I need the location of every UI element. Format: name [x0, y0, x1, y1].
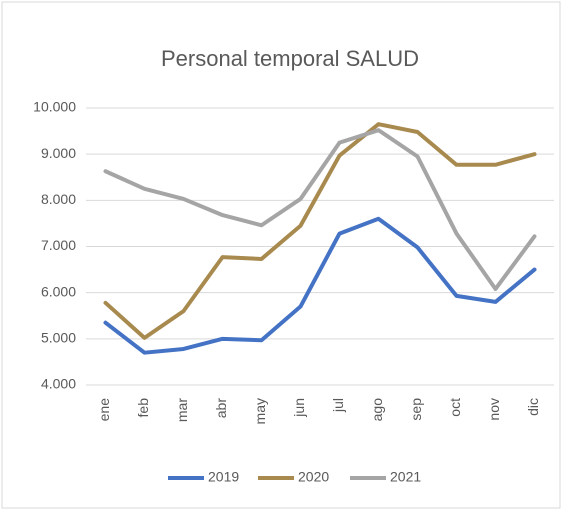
x-tick-label: dic [525, 398, 541, 416]
x-tick-label: nov [486, 398, 502, 421]
x-tick-label: mar [174, 398, 190, 422]
x-tick-label: ene [96, 398, 112, 422]
y-tick-label: 9.000 [41, 145, 76, 161]
x-tick-label: oct [447, 398, 463, 417]
x-tick-label: may [252, 398, 268, 424]
x-tick-label: jul [330, 398, 346, 413]
y-tick-label: 10.000 [33, 99, 76, 115]
y-tick-label: 6.000 [41, 283, 76, 299]
legend-label: 2019 [208, 469, 239, 485]
y-tick-label: 7.000 [41, 237, 76, 253]
chart-title: Personal temporal SALUD [161, 46, 419, 71]
y-tick-label: 4.000 [41, 376, 76, 392]
series-line [103, 216, 537, 355]
x-tick-label: abr [213, 398, 229, 419]
series-line [103, 122, 537, 340]
series-line [103, 128, 537, 291]
y-tick-label: 8.000 [41, 191, 76, 207]
x-tick-label: ago [369, 398, 385, 422]
x-tick-label: feb [135, 398, 151, 418]
y-tick-label: 5.000 [41, 330, 76, 346]
legend-label: 2021 [390, 469, 421, 485]
x-tick-label: sep [408, 398, 424, 421]
x-tick-label: jun [291, 398, 307, 418]
legend-label: 2020 [298, 469, 329, 485]
